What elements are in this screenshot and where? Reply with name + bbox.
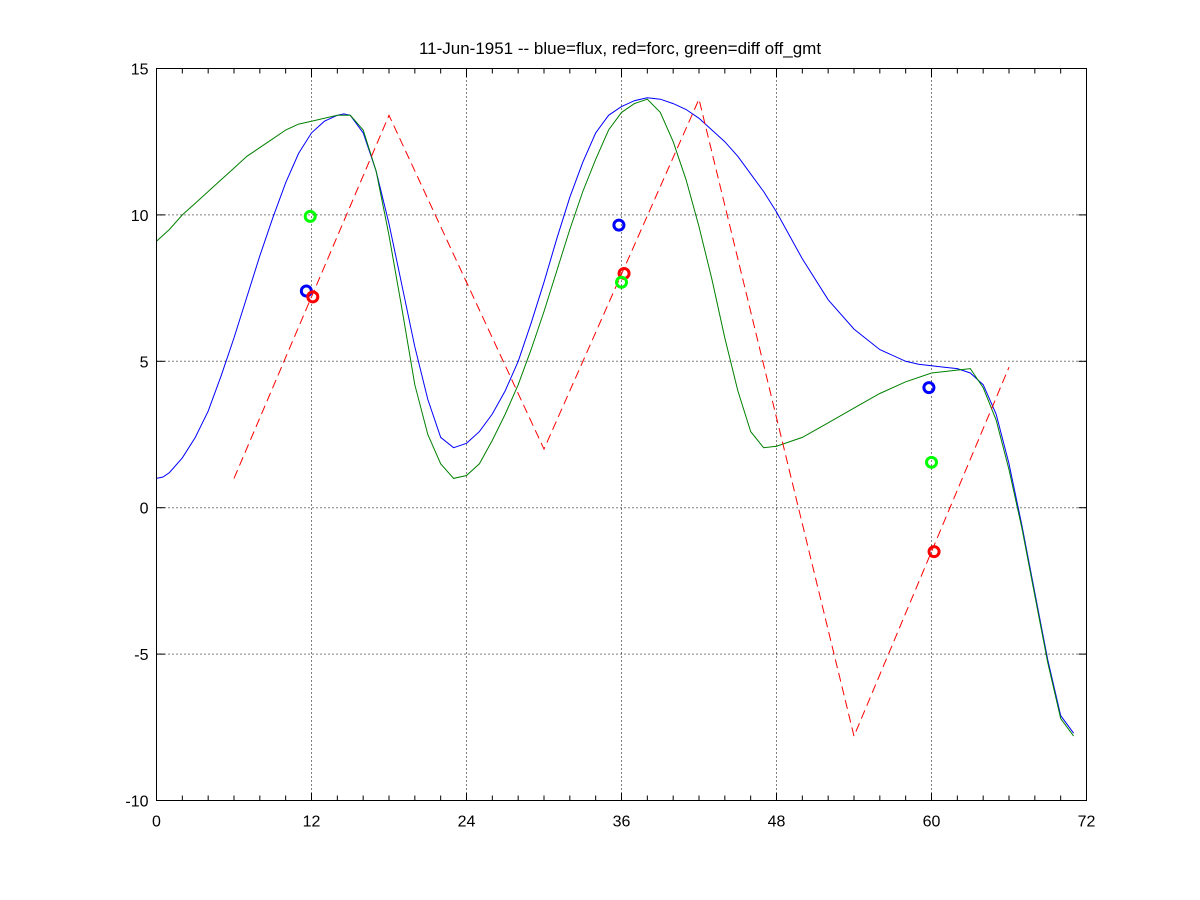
series-layer <box>156 97 1075 738</box>
x-tick-label: 72 <box>1078 814 1096 831</box>
axes-frame <box>156 68 1087 801</box>
data-point-marker <box>925 455 938 469</box>
data-point-marker <box>615 275 628 289</box>
y-tick-label: 10 <box>131 208 149 225</box>
solid-series-line <box>156 97 1075 734</box>
data-point-marker <box>306 290 320 304</box>
data-point-marker <box>303 209 317 223</box>
y-tick-label: 0 <box>140 501 149 518</box>
marker-layer <box>299 209 941 559</box>
x-tick-label: 0 <box>152 814 161 831</box>
grid-layer <box>156 68 1087 801</box>
x-tick-label: 24 <box>458 814 476 831</box>
data-point-marker <box>612 218 626 232</box>
x-tick-label: 36 <box>613 814 631 831</box>
dashed-series-line <box>233 97 1010 738</box>
x-tick-label: 60 <box>923 814 941 831</box>
tick-layer <box>156 68 1087 801</box>
data-point-marker <box>922 381 936 395</box>
chart-title: 11-Jun-1951 -- blue=flux, red=forc, gree… <box>419 39 821 58</box>
x-tick-label: 48 <box>768 814 786 831</box>
solid-series-line <box>156 98 1075 737</box>
y-tick-label: -10 <box>125 794 148 811</box>
x-tick-label: 12 <box>303 814 321 831</box>
y-tick-label: 15 <box>131 62 149 79</box>
y-tick-label: 5 <box>140 354 149 371</box>
y-tick-label: -5 <box>134 647 148 664</box>
data-point-marker <box>927 545 941 559</box>
tick-label-layer: 0 12 24 36 48 60 72 -10 -5 0 5 10 15 <box>125 62 1095 831</box>
